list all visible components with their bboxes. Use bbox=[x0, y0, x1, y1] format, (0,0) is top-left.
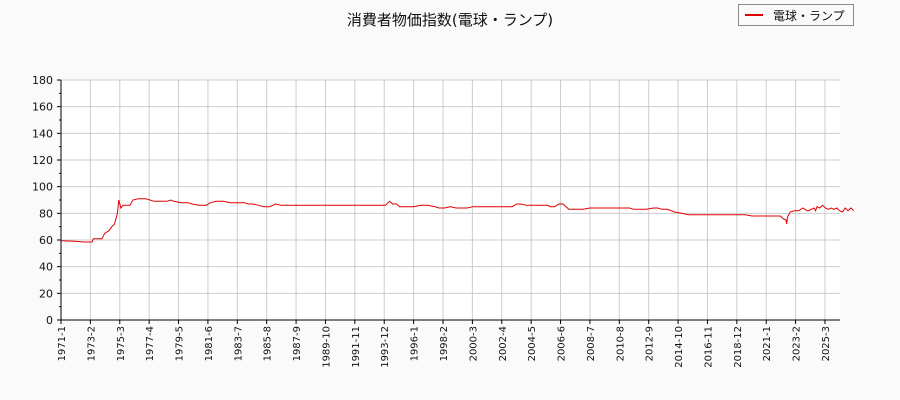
x-tick-label: 2004-5 bbox=[527, 326, 538, 361]
legend: 電球・ランプ bbox=[738, 4, 854, 26]
plot-area bbox=[61, 80, 840, 320]
x-tick-label: 1973-2 bbox=[86, 326, 97, 361]
x-tick-label: 2018-12 bbox=[733, 326, 744, 368]
y-tick-label: 100 bbox=[32, 181, 53, 194]
x-tick-label: 1971-1 bbox=[57, 326, 68, 361]
x-tick-label: 1985-8 bbox=[263, 326, 274, 361]
x-tick-label: 1993-12 bbox=[380, 326, 391, 368]
x-tick-label: 1991-11 bbox=[351, 326, 362, 368]
y-tick-label: 60 bbox=[39, 234, 53, 247]
y-tick-label: 160 bbox=[32, 101, 53, 114]
x-tick-label: 2014-10 bbox=[674, 326, 685, 368]
x-tick-label: 2006-6 bbox=[557, 326, 568, 361]
y-tick-label: 180 bbox=[32, 74, 53, 87]
x-tick-label: 1977-4 bbox=[145, 326, 156, 361]
x-tick-label: 2008-7 bbox=[586, 326, 597, 361]
series-line bbox=[60, 198, 855, 243]
x-tick-label: 2012-9 bbox=[645, 326, 656, 361]
legend-label: 電球・ランプ bbox=[773, 8, 845, 23]
y-tick-label: 20 bbox=[39, 287, 53, 300]
y-tick-label: 80 bbox=[39, 207, 53, 220]
y-tick-label: 40 bbox=[39, 261, 53, 274]
x-tick-label: 2021-1 bbox=[762, 326, 773, 361]
x-tick-label: 1981-6 bbox=[204, 326, 215, 361]
x-tick-label: 2010-8 bbox=[615, 326, 626, 361]
chart-title: 消費者物価指数(電球・ランプ) bbox=[346, 11, 554, 29]
x-tick-label: 2016-11 bbox=[703, 326, 714, 368]
x-tick-label: 1989-10 bbox=[321, 326, 332, 368]
x-tick-label: 1987-9 bbox=[292, 326, 303, 361]
x-tick-label: 1979-5 bbox=[175, 326, 186, 361]
y-tick-label: 120 bbox=[32, 154, 53, 167]
y-tick-label: 140 bbox=[32, 127, 53, 140]
x-tick-label: 1998-2 bbox=[439, 326, 450, 361]
x-tick-label: 2000-3 bbox=[468, 326, 479, 361]
legend-swatch bbox=[745, 14, 763, 16]
x-tick-label: 2023-2 bbox=[792, 326, 803, 361]
x-tick-label: 2002-4 bbox=[498, 326, 509, 361]
x-tick-label: 1996-1 bbox=[410, 326, 421, 361]
y-tick-label: 0 bbox=[46, 314, 53, 327]
x-tick-label: 1975-3 bbox=[116, 326, 127, 361]
x-tick-label: 1983-7 bbox=[233, 326, 244, 361]
x-tick-label: 2025-3 bbox=[821, 326, 832, 361]
